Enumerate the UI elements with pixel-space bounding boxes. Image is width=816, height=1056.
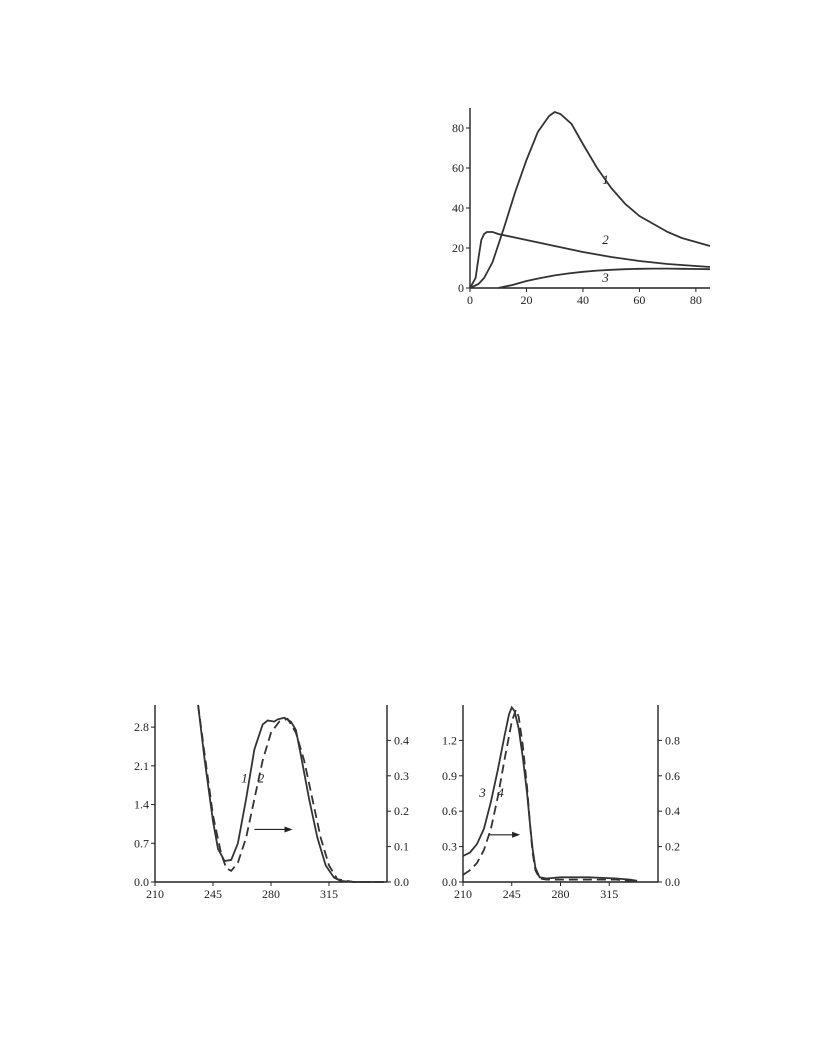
right-y-tick-label: 0.1 bbox=[394, 840, 409, 854]
y-tick-label: 0.6 bbox=[442, 804, 457, 818]
right-y-tick-label: 0.2 bbox=[394, 804, 409, 818]
y-tick-label: 20 bbox=[452, 241, 464, 255]
x-tick-label: 245 bbox=[503, 887, 521, 901]
right-y-tick-label: 0.8 bbox=[665, 733, 680, 747]
curve-label-1: 1 bbox=[602, 172, 609, 187]
y-tick-label: 0.7 bbox=[134, 836, 149, 850]
series-line-2 bbox=[197, 704, 384, 883]
arrow-head bbox=[284, 826, 293, 833]
curve-label-1: 1 bbox=[241, 770, 248, 785]
curve-label-2: 2 bbox=[258, 770, 265, 785]
y-tick-label: 0.9 bbox=[442, 769, 457, 783]
line-chart-bottom-left: 210 245 280 315 0.0 0.7 1.4 2.1 2.8 0.0 0.1 0.2 0.3 0… bbox=[134, 704, 409, 901]
chart-bottom-left: 210 245 280 315 0.0 0.7 1.4 2.1 2.8 0.0 0.1 0.2 0.3 0… bbox=[120, 695, 420, 905]
series-line-2 bbox=[469, 231, 711, 289]
right-y-tick-label: 0.2 bbox=[665, 840, 680, 854]
chart-top-right: 0 20 40 60 80 0 20 40 60 80 1 2 3 bbox=[440, 100, 730, 320]
curve-label-4: 4 bbox=[497, 785, 504, 800]
x-tick-label: 280 bbox=[552, 887, 570, 901]
x-tick-label: 315 bbox=[320, 887, 338, 901]
y-tick-label: 1.4 bbox=[134, 798, 149, 812]
y-tick-label: 0 bbox=[458, 281, 464, 295]
line-chart-bottom-right: 210 245 280 315 0.0 0.3 0.6 0.9 1.2 0.0 0.2 0.4 0.6 0… bbox=[442, 705, 680, 901]
x-tick-label: 40 bbox=[577, 293, 589, 307]
y-tick-label: 1.2 bbox=[442, 733, 457, 747]
x-tick-label: 80 bbox=[690, 293, 702, 307]
curve-label-3: 3 bbox=[478, 785, 486, 800]
y-tick-label: 0.3 bbox=[442, 840, 457, 854]
x-tick-label: 60 bbox=[633, 293, 645, 307]
y-tick-label: 0.0 bbox=[134, 875, 149, 889]
series-line-4 bbox=[462, 707, 638, 883]
series-line-3 bbox=[462, 705, 638, 882]
curve-label-2: 2 bbox=[602, 232, 609, 247]
right-y-tick-label: 0.4 bbox=[665, 804, 680, 818]
series-line-1 bbox=[197, 704, 384, 883]
y-tick-label: 0.0 bbox=[442, 875, 457, 889]
right-y-tick-label: 0.0 bbox=[665, 875, 680, 889]
x-tick-label: 20 bbox=[520, 293, 532, 307]
right-y-tick-label: 0.6 bbox=[665, 769, 680, 783]
right-y-tick-label: 0.4 bbox=[394, 733, 409, 747]
x-tick-label: 0 bbox=[467, 293, 473, 307]
y-tick-label: 80 bbox=[452, 121, 464, 135]
arrow-head bbox=[512, 831, 521, 838]
x-tick-label: 280 bbox=[262, 887, 280, 901]
y-tick-label: 40 bbox=[452, 201, 464, 215]
x-tick-label: 245 bbox=[204, 887, 222, 901]
curve-label-3: 3 bbox=[601, 270, 609, 285]
y-tick-label: 2.8 bbox=[134, 720, 149, 734]
x-tick-label: 210 bbox=[454, 887, 472, 901]
chart-bottom-right: 210 245 280 315 0.0 0.3 0.6 0.9 1.2 0.0 0.2 0.4 0.6 0… bbox=[430, 695, 700, 905]
series-line-1 bbox=[469, 110, 711, 289]
right-y-tick-label: 0.3 bbox=[394, 769, 409, 783]
series-line-3 bbox=[498, 267, 711, 289]
x-tick-label: 210 bbox=[146, 887, 164, 901]
x-tick-label: 315 bbox=[600, 887, 618, 901]
right-y-tick-label: 0.0 bbox=[394, 875, 409, 889]
line-chart-top-right: 0 20 40 60 80 0 20 40 60 80 1 2 3 bbox=[452, 108, 711, 307]
y-tick-label: 60 bbox=[452, 161, 464, 175]
y-tick-label: 2.1 bbox=[134, 759, 149, 773]
